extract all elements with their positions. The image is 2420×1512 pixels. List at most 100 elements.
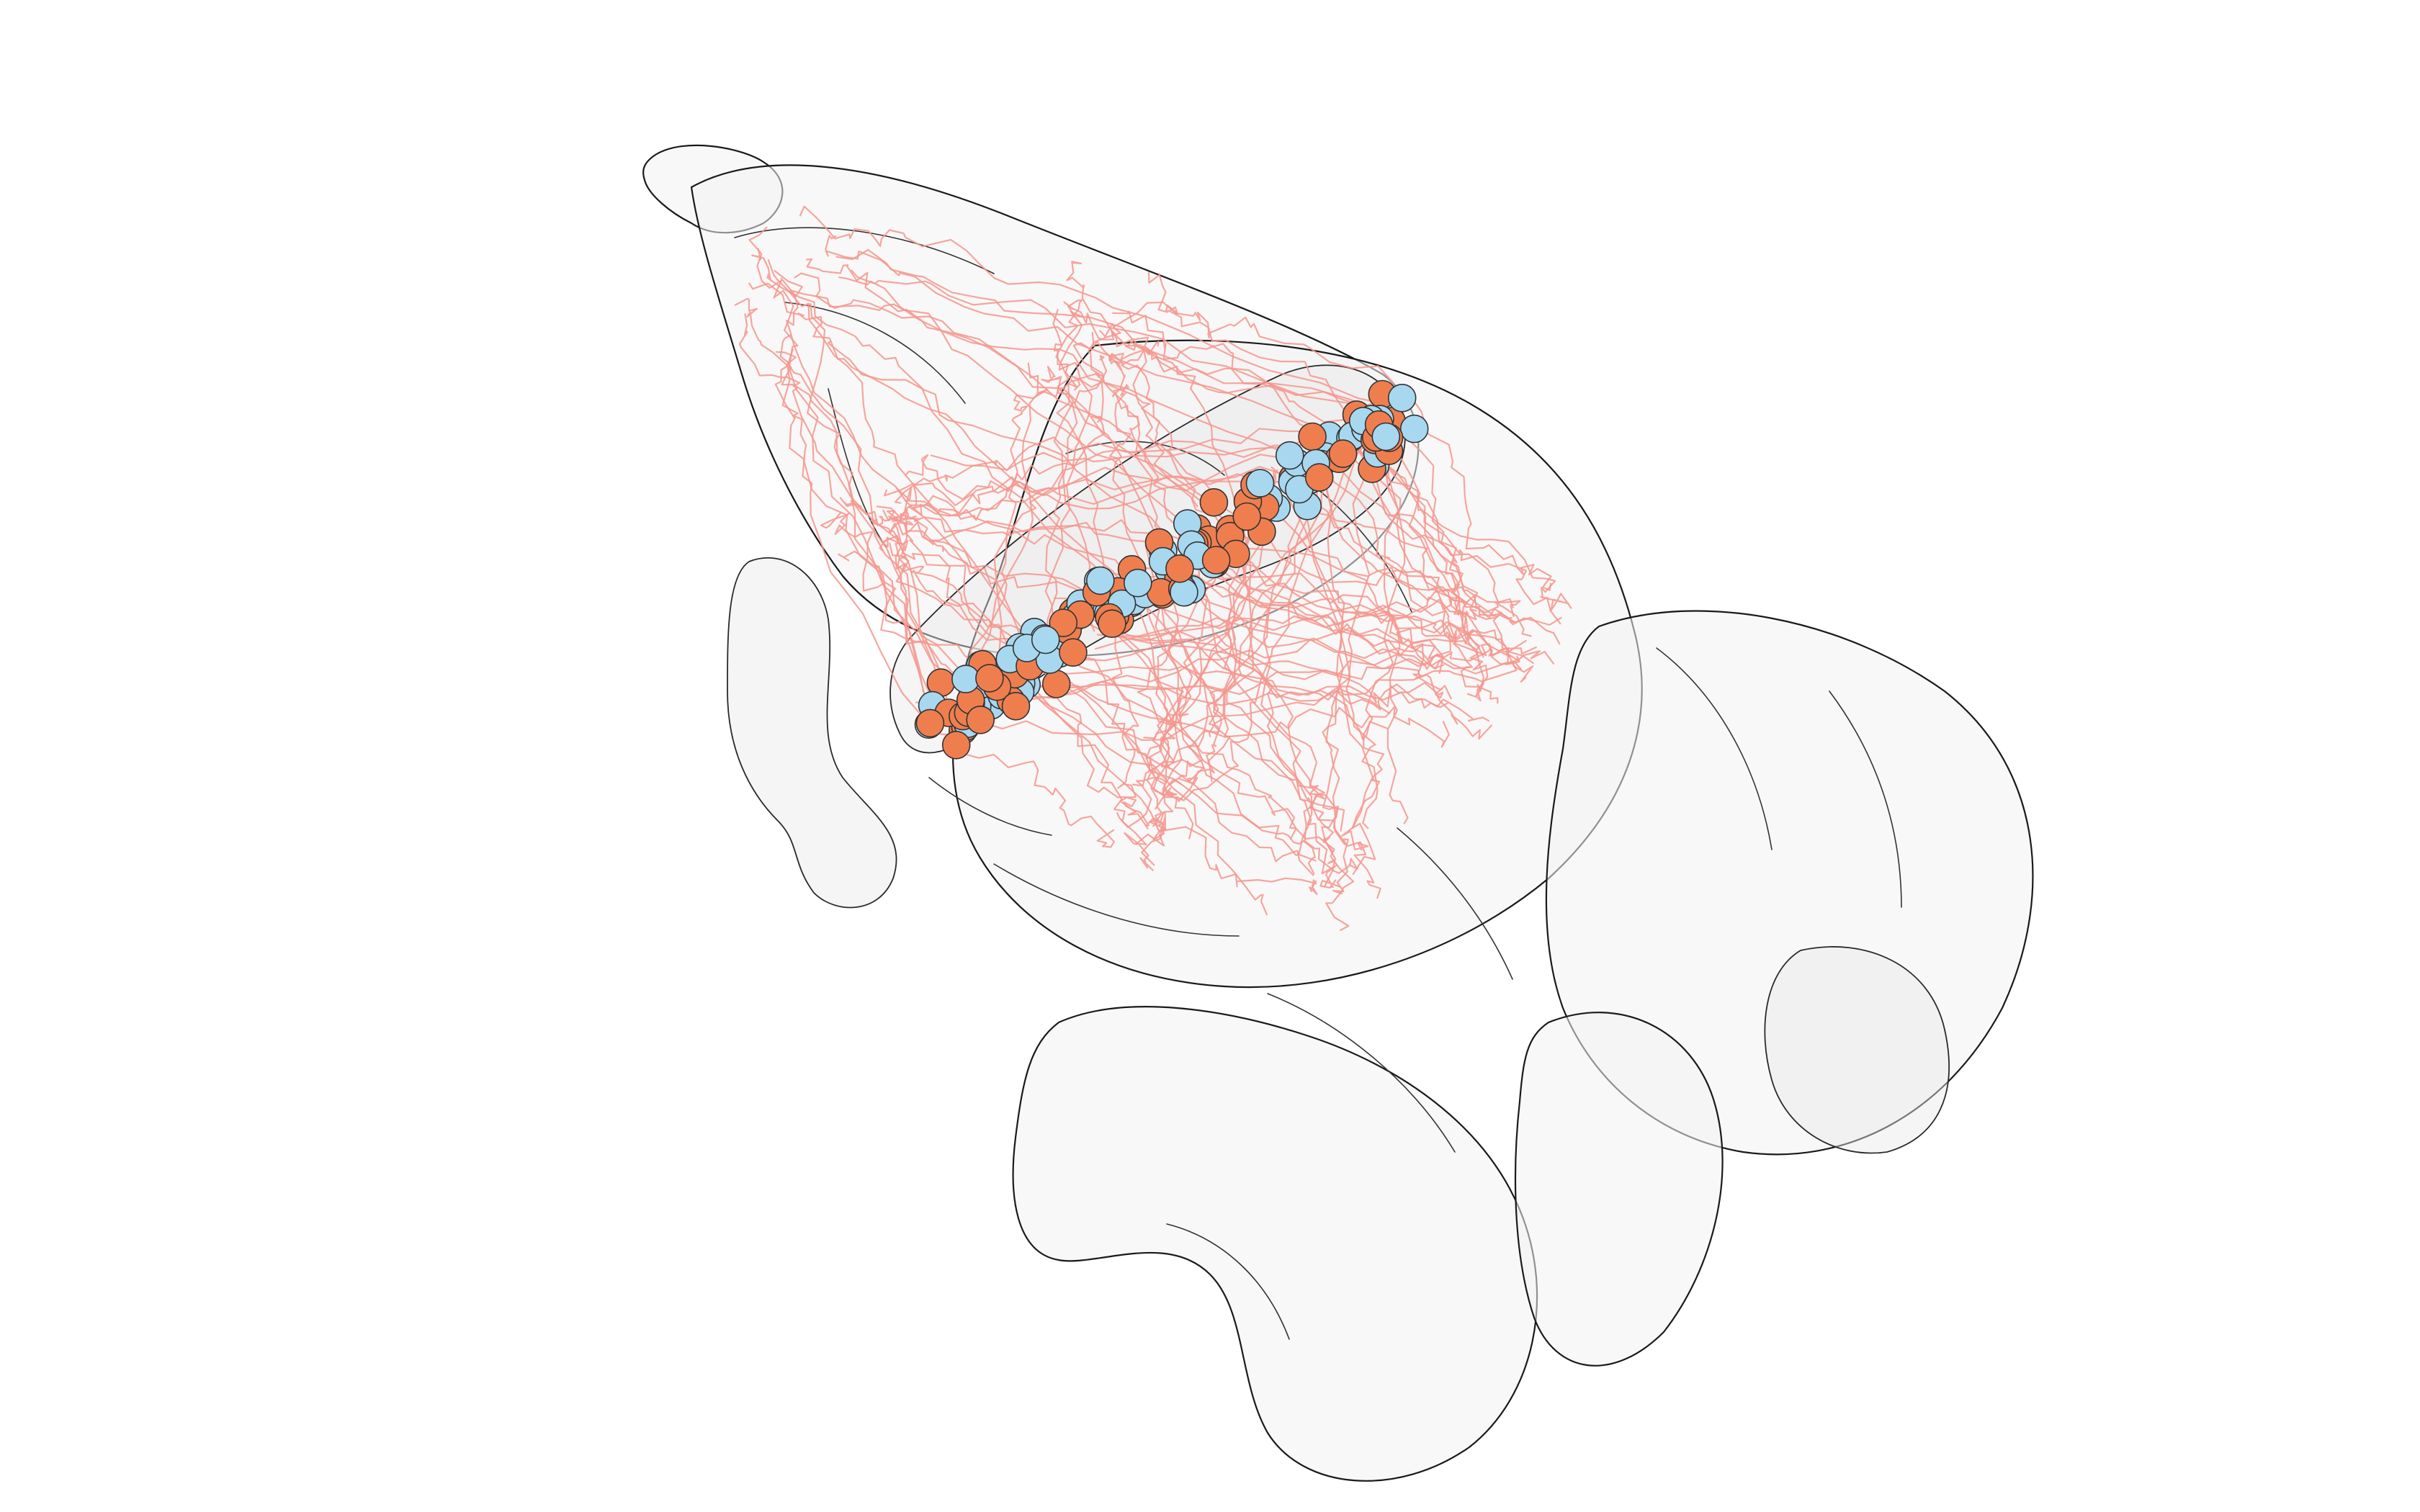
axon-fibre [1091, 331, 1217, 517]
soma-orange [1201, 546, 1231, 575]
axon-fibre [1069, 606, 1297, 840]
soma-orange [1098, 609, 1126, 639]
axon-fibre [1209, 527, 1443, 691]
axon-fibre [1044, 373, 1106, 636]
axon-fibre [1011, 672, 1149, 829]
axon-fibre [1108, 384, 1169, 577]
posterior-right-lobe-region [1764, 946, 1950, 1154]
axon-fibre [1047, 629, 1154, 871]
axon-fibre [1198, 551, 1334, 852]
axon-fibre [993, 671, 1318, 895]
axon-fibre [1302, 496, 1379, 829]
axon-fibre [805, 303, 926, 695]
hindbrain-left-lobe-region [1012, 1006, 1538, 1482]
axon-fibre [904, 473, 1300, 521]
axon-fibre [1137, 554, 1181, 796]
soma-orange [1232, 502, 1261, 531]
axon-fibre [986, 658, 1450, 748]
axon-fibre [1063, 301, 1198, 508]
axon-fibre [1125, 586, 1345, 832]
axon-fibre [1112, 310, 1349, 423]
axon-fibre [884, 482, 1156, 585]
axon-fibre [1088, 611, 1317, 862]
soma-blue [1170, 577, 1198, 607]
axon-fibre [734, 297, 929, 714]
axon-fibre [888, 516, 1097, 606]
soma-blue [1086, 566, 1115, 595]
axon-fibre [993, 309, 1080, 661]
axon-fibre [905, 454, 1286, 500]
axon-fibre [838, 550, 982, 688]
axon-fibre [925, 718, 1115, 848]
axon-fibre [1168, 469, 1278, 786]
soma-blue [1275, 441, 1304, 470]
axon-fibre [968, 366, 1062, 693]
axon-fibre [1095, 617, 1555, 667]
soma-orange [1165, 554, 1194, 583]
axon-fibre [748, 282, 1135, 602]
axon-fibre [896, 466, 1312, 514]
hindbrain-right-lobe-region [1514, 1012, 1724, 1367]
axon-fibre [1394, 396, 1520, 665]
axon-fibre [1072, 342, 1225, 558]
axon-fibre [870, 519, 1016, 678]
soma-blue [1124, 568, 1152, 598]
axon-fibre [1345, 436, 1532, 637]
axon-fibre [1208, 470, 1325, 737]
brain-region-meshes [642, 144, 2034, 1482]
axon-fibre [1196, 551, 1445, 670]
axon-fibre [1300, 438, 1453, 639]
soma-orange [1041, 670, 1071, 698]
axon-fibre [1309, 449, 1381, 876]
axon-fibre [774, 269, 1055, 649]
axon-fibre [827, 341, 1182, 554]
axon-fibre [1382, 432, 1409, 824]
axon-fibre [1283, 482, 1358, 874]
neuron-axon-projections [734, 205, 1572, 931]
soma-orange [975, 664, 1004, 693]
axon-fibre [1105, 623, 1489, 722]
lateral-structure-region [727, 557, 897, 909]
soma-orange [1049, 608, 1078, 637]
axon-fibre [1334, 426, 1561, 625]
soma-blue [1387, 383, 1417, 413]
axon-fibre [1078, 631, 1165, 847]
axon-fibre [1358, 451, 1477, 650]
neuron-somata [914, 379, 1429, 760]
soma-orange [1059, 638, 1088, 667]
soma-blue [1031, 625, 1060, 654]
axon-fibre [1206, 392, 1392, 782]
axon-fibre [1320, 464, 1499, 704]
axon-fibre [1163, 578, 1527, 652]
axon-fibre [1286, 488, 1562, 626]
axon-fibre [879, 537, 1054, 665]
axon-fibre [835, 248, 1393, 416]
axon-fibre [913, 440, 1352, 506]
axon-fibre [1038, 670, 1314, 876]
axon-fibre [889, 521, 1020, 658]
axon-fibre [794, 272, 1249, 540]
axon-fibre [780, 277, 1049, 676]
axon-fibre [820, 511, 958, 667]
soma-blue [1371, 422, 1401, 451]
axon-fibre [1131, 573, 1192, 787]
axon-fibre [958, 362, 1049, 721]
axon-fibre [806, 258, 1243, 520]
soma-orange [966, 705, 995, 734]
soma-blue [1245, 469, 1275, 498]
axon-fibre [1096, 620, 1452, 708]
axon-fibre [1144, 544, 1312, 855]
axon-fibre [1233, 512, 1334, 887]
axon-fibre [1341, 410, 1399, 851]
axon-fibre [1348, 451, 1460, 593]
axon-fibre [825, 235, 1371, 460]
soma-orange [1298, 422, 1327, 451]
axon-fibre [1179, 532, 1444, 674]
axon-fibre [781, 348, 927, 721]
axon-fibre [1129, 567, 1444, 658]
soma-orange [1304, 463, 1334, 492]
axon-fibre [1058, 310, 1106, 592]
cerebellum-right-region [1545, 610, 2034, 1156]
axon-fibre [983, 663, 1268, 916]
